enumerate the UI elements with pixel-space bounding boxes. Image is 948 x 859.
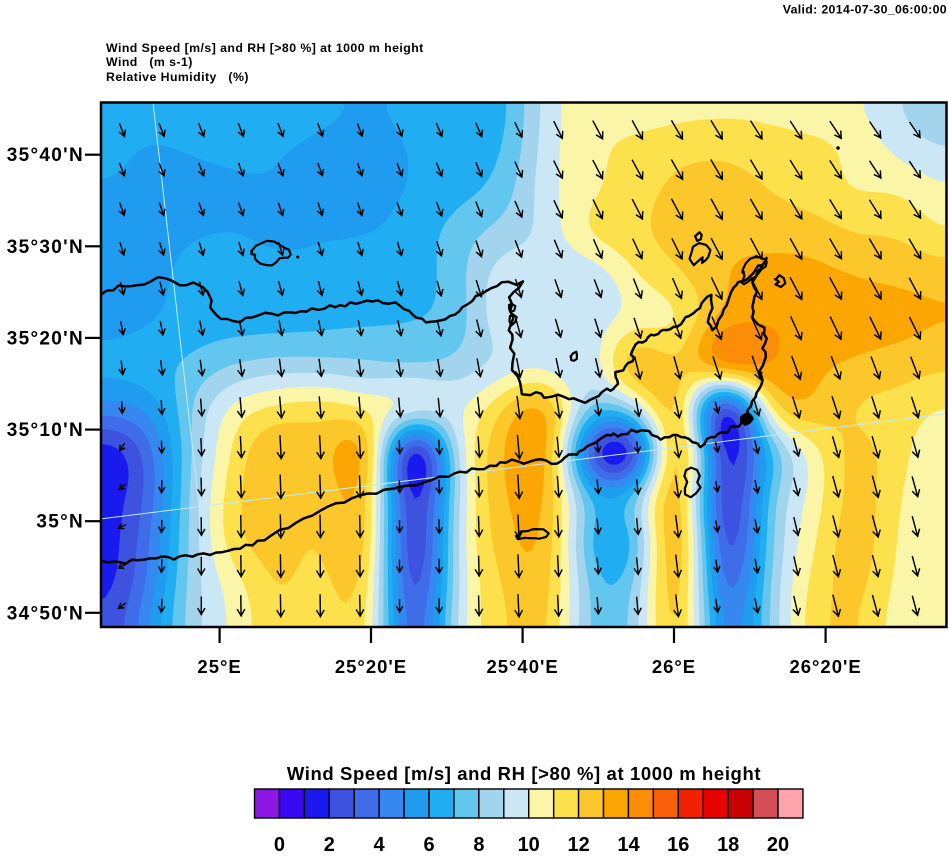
svg-text:6: 6 bbox=[423, 834, 434, 854]
svg-text:26°E: 26°E bbox=[652, 656, 696, 677]
svg-text:2: 2 bbox=[324, 834, 335, 854]
svg-text:14: 14 bbox=[617, 834, 640, 854]
svg-text:Wind Speed [m/s] and RH [>80 %: Wind Speed [m/s] and RH [>80 %] at 1000 … bbox=[287, 763, 761, 784]
svg-text:25°40'E: 25°40'E bbox=[486, 656, 558, 677]
svg-text:35°10'N: 35°10'N bbox=[7, 420, 84, 441]
svg-text:26°20'E: 26°20'E bbox=[789, 656, 861, 677]
svg-text:Wind (m s-1): Wind (m s-1) bbox=[106, 55, 193, 69]
svg-text:35°20'N: 35°20'N bbox=[7, 328, 84, 349]
svg-text:Relative Humidity (%): Relative Humidity (%) bbox=[106, 70, 249, 84]
svg-text:10: 10 bbox=[518, 834, 540, 854]
svg-text:20: 20 bbox=[767, 834, 789, 854]
svg-text:25°20'E: 25°20'E bbox=[335, 656, 407, 677]
svg-text:35°40'N: 35°40'N bbox=[7, 145, 84, 166]
svg-text:35°30'N: 35°30'N bbox=[7, 237, 84, 258]
svg-text:25°E: 25°E bbox=[197, 656, 241, 677]
svg-text:16: 16 bbox=[667, 834, 689, 854]
svg-text:8: 8 bbox=[473, 834, 484, 854]
svg-text:0: 0 bbox=[274, 834, 285, 854]
svg-text:Valid: 2014-07-30_06:00:00: Valid: 2014-07-30_06:00:00 bbox=[783, 3, 947, 17]
svg-text:12: 12 bbox=[567, 834, 589, 854]
svg-text:18: 18 bbox=[717, 834, 739, 854]
svg-text:34°50'N: 34°50'N bbox=[7, 603, 84, 624]
svg-text:Wind Speed [m/s] and RH [>80 %: Wind Speed [m/s] and RH [>80 %] at 1000 … bbox=[106, 41, 424, 55]
svg-text:35°N: 35°N bbox=[36, 512, 84, 533]
svg-text:4: 4 bbox=[374, 834, 386, 854]
